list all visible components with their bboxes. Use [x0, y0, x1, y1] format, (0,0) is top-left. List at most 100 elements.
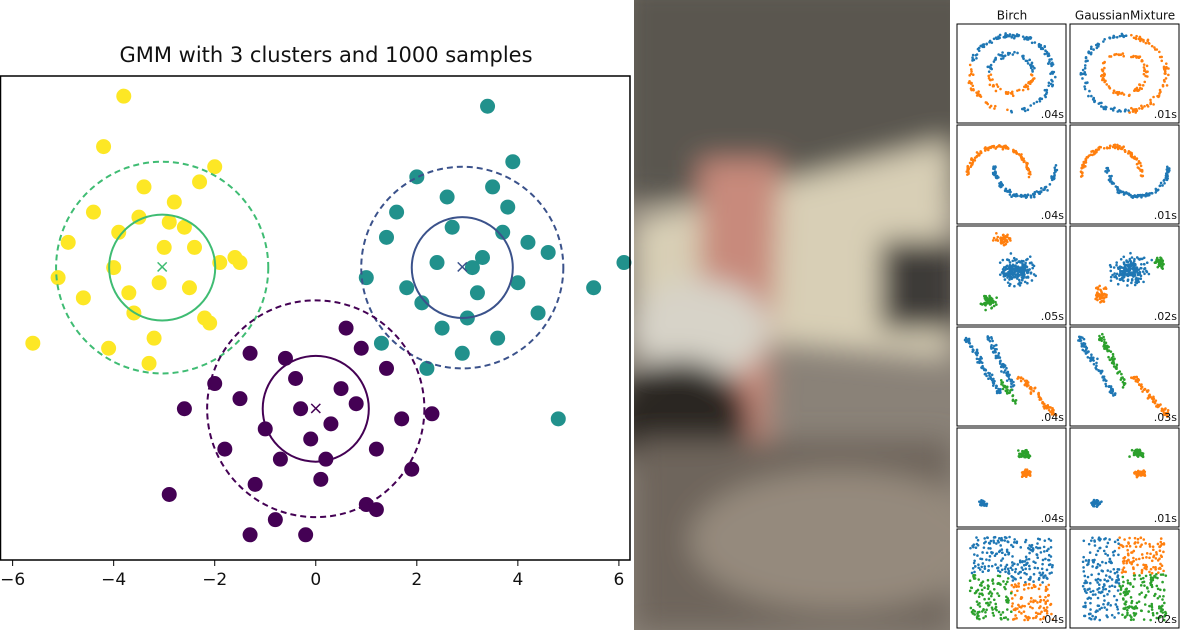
- mini-dot: [1044, 185, 1048, 189]
- mini-dot: [990, 378, 994, 381]
- mini-dot: [1045, 88, 1049, 92]
- mini-dot: [1148, 556, 1151, 560]
- mini-dot: [973, 159, 977, 162]
- mini-frame: [956, 326, 1067, 427]
- mini-dot: [999, 564, 1003, 567]
- mini-dot: [1006, 51, 1010, 55]
- mini-dot: [987, 604, 990, 607]
- mini-dot: [1147, 272, 1151, 276]
- mini-dot: [1119, 257, 1123, 261]
- mini-dot: [1130, 605, 1133, 609]
- mini-dot: [1085, 350, 1089, 354]
- mini-dot: [991, 582, 995, 585]
- mini-dot: [1142, 618, 1146, 621]
- mini-dot: [1006, 108, 1009, 112]
- mini-dot: [997, 53, 1000, 56]
- mini-dot: [1014, 567, 1018, 571]
- mini-dot: [992, 382, 996, 385]
- mini-dot: [1026, 108, 1030, 112]
- mini-dot: [1109, 279, 1113, 282]
- mini-dot: [1148, 570, 1151, 574]
- mini-dot: [972, 608, 975, 612]
- mini-dot: [1154, 566, 1157, 569]
- mini-frame: [956, 23, 1067, 124]
- mini-dot: [1114, 91, 1118, 95]
- mini-dot: [1155, 48, 1159, 51]
- mini-dot: [1137, 600, 1141, 603]
- center-marker: ×: [308, 398, 323, 419]
- mini-dot: [1100, 68, 1104, 71]
- mini-dot: [1089, 608, 1092, 611]
- mini-dot: [1114, 603, 1118, 606]
- mini-dot: [1013, 284, 1016, 288]
- mini-dot: [977, 563, 980, 566]
- mini-dot: [989, 78, 992, 82]
- mini-dot: [1013, 275, 1017, 279]
- mini-dot: [1049, 539, 1053, 542]
- mini-dot: [1124, 268, 1128, 271]
- mini-dot: [1121, 146, 1124, 150]
- mini-dot: [1157, 263, 1161, 266]
- mini-dot: [987, 74, 990, 78]
- mini-dot: [1005, 379, 1009, 382]
- mini-dot: [1159, 562, 1162, 566]
- mini-dot: [1125, 608, 1129, 612]
- mini-dot: [994, 238, 998, 242]
- mini-dot: [1001, 611, 1005, 614]
- mini-dot: [1023, 571, 1026, 575]
- mini-dot: [1126, 581, 1130, 585]
- mini-dot: [1097, 146, 1100, 150]
- mini-dot: [1025, 265, 1029, 269]
- mini-dot: [1045, 91, 1049, 94]
- mini-dot: [1159, 540, 1163, 544]
- mini-dot: [975, 348, 979, 352]
- mini-dot: [1008, 193, 1012, 196]
- mini-dot: [985, 101, 989, 105]
- mini-dot: [1021, 262, 1024, 266]
- mini-dot: [1146, 105, 1150, 108]
- mini-dot: [1095, 361, 1098, 365]
- mini-dot: [1086, 156, 1089, 159]
- x-tick-label: 6: [613, 570, 624, 590]
- mini-dot: [978, 605, 982, 608]
- mini-dot: [1150, 604, 1154, 608]
- mini-dot: [996, 574, 1000, 578]
- mini-dot: [980, 565, 984, 569]
- mini-dot: [1104, 105, 1107, 109]
- mini-dot: [1014, 577, 1017, 581]
- mini-dot: [1088, 89, 1091, 93]
- mini-dot: [1021, 270, 1025, 274]
- mini-dot: [1128, 544, 1132, 548]
- mini-dot: [988, 372, 992, 375]
- mini-dot: [1121, 386, 1125, 389]
- mini-dot: [1038, 99, 1042, 103]
- mini-dot: [992, 166, 995, 169]
- mini-dot: [1033, 41, 1037, 44]
- mini-dot: [1144, 563, 1148, 567]
- mini-dot: [1091, 589, 1095, 593]
- mini-dot: [1010, 35, 1014, 38]
- mini-dot: [1145, 556, 1148, 559]
- column-title: GaussianMixture: [1075, 9, 1175, 23]
- mini-plot: .02s: [1069, 225, 1180, 326]
- mini-dot: [1095, 565, 1099, 569]
- data-point: [419, 360, 435, 376]
- mini-dot: [1142, 473, 1146, 477]
- mini-dot: [969, 606, 973, 610]
- mini-dot: [985, 608, 988, 612]
- mini-dot: [1112, 266, 1116, 269]
- mini-dot: [1143, 263, 1146, 266]
- mini-dot: [1004, 188, 1008, 191]
- mini-dot: [1134, 558, 1138, 561]
- mini-dot: [1001, 551, 1004, 555]
- mini-dot: [1167, 168, 1171, 172]
- mini-dot: [1159, 258, 1163, 261]
- mini-dot: [1015, 616, 1018, 620]
- mini-dot: [1018, 560, 1022, 564]
- mini-dot: [1111, 273, 1114, 277]
- mini-dot: [988, 106, 992, 109]
- mini-dot: [1012, 380, 1015, 384]
- mini-dot: [1045, 606, 1049, 609]
- mini-dot: [1121, 597, 1125, 600]
- mini-dot: [983, 567, 987, 570]
